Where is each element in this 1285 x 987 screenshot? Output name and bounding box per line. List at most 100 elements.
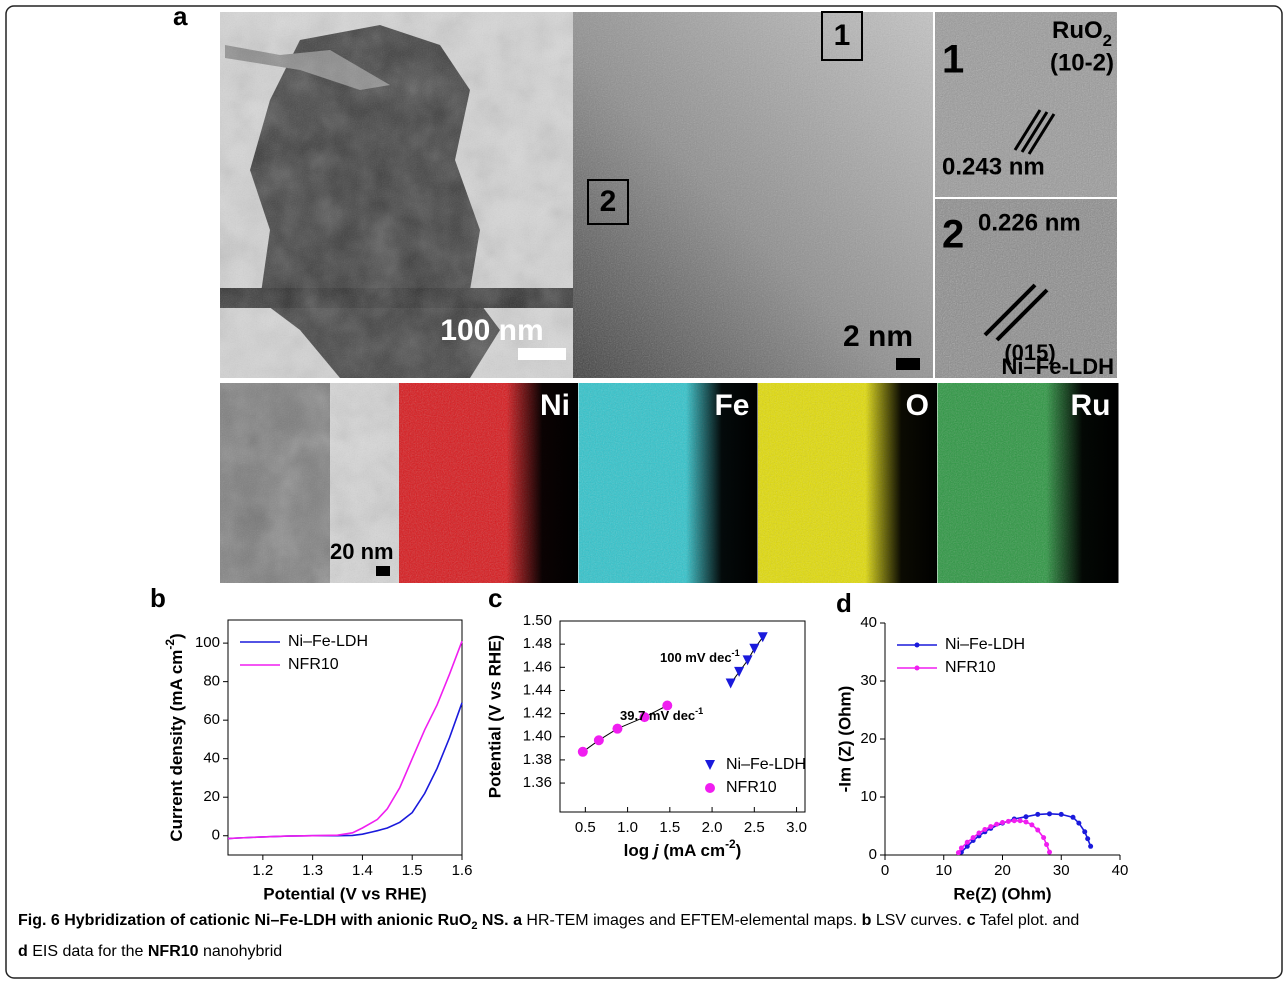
legend-label: NFR10 [726, 779, 777, 796]
series-line [227, 640, 463, 840]
x-tick-label: 40 [1112, 862, 1129, 879]
plot-frame [227, 619, 463, 856]
text-part: 100 mV dec [660, 650, 732, 665]
text-part: ) [167, 633, 186, 639]
panel-letter: c [488, 583, 502, 613]
marker [914, 642, 920, 648]
marker [662, 700, 673, 711]
caption-line: d EIS data for the NFR10 nanohybrid [18, 939, 1268, 964]
x-tick-label: 0 [881, 862, 889, 879]
tem-image [220, 12, 573, 378]
y-axis-title: -Im (Z) (Ohm) [835, 686, 854, 793]
y-tick-label: 20 [203, 788, 220, 805]
region-label: 2 [600, 185, 617, 218]
text-part: j [652, 841, 660, 860]
y-tick-label: 0 [869, 846, 877, 863]
map-edge [578, 383, 758, 583]
caption-text: d [18, 943, 28, 961]
elemental-maps: Ni Fe O Ru [399, 383, 1119, 583]
x-tick-label: 3.0 [786, 819, 807, 836]
x-tick-label: 1.5 [659, 819, 680, 836]
legend-label: NFR10 [288, 656, 339, 673]
element-label: Fe [714, 389, 749, 422]
y-tick-label: 10 [860, 788, 877, 805]
x-tick-label: 1.2 [252, 862, 273, 879]
marker [734, 666, 745, 677]
y-tick-label: 0 [212, 827, 220, 844]
marker [964, 843, 970, 849]
y-tick-label: 60 [203, 711, 220, 728]
y-tick-label: 20 [860, 730, 877, 747]
inset-label: 2 [942, 213, 964, 257]
y-tick-label: 80 [203, 673, 220, 690]
text-part: log [624, 841, 654, 860]
x-tick-label: 1.6 [452, 862, 473, 879]
text-part: (mA cm [659, 841, 725, 860]
inset-images [935, 12, 1117, 378]
spacing-label: 0.243 nm [942, 153, 1045, 180]
legend-label: Ni–Fe-LDH [726, 756, 806, 773]
panel-letter: d [836, 588, 852, 618]
x-tick-label: 1.5 [402, 862, 423, 879]
marker [1070, 814, 1076, 820]
y-tick-label: 40 [860, 614, 877, 631]
text-part: RuO [1052, 17, 1103, 44]
scale-label: 2 nm [843, 320, 913, 353]
caption-text: a [513, 912, 522, 929]
y-tick-label: 40 [203, 750, 220, 767]
x-tick-label: 20 [994, 862, 1011, 879]
marker [1000, 820, 1005, 826]
hrtem-image [573, 11, 933, 378]
marker [1076, 820, 1082, 826]
text-part: -2 [725, 837, 736, 851]
marker [577, 746, 588, 757]
caption-line: Fig. 6 Hybridization of cationic Ni–Fe-L… [18, 908, 1268, 939]
x-tick-label: 30 [1053, 862, 1070, 879]
marker [1088, 843, 1094, 849]
panel-letter: b [150, 583, 166, 613]
annotation: 39.7 mV dec-1 [620, 706, 703, 723]
marker [914, 665, 920, 671]
figure-caption: Fig. 6 Hybridization of cationic Ni–Fe-L… [18, 908, 1268, 964]
marker [1017, 818, 1023, 824]
marker [1044, 842, 1050, 848]
map-edge [758, 383, 937, 583]
x-tick-label: 2.0 [702, 819, 723, 836]
plane-label: (015) [1004, 340, 1055, 365]
marker [725, 678, 736, 689]
y-axis-title: Current density (mA cm-2) [163, 633, 186, 841]
marker [705, 783, 715, 793]
element-label: Ni [540, 389, 570, 422]
map-row [220, 383, 399, 583]
x-tick-label: 1.3 [302, 862, 323, 879]
marker [1023, 819, 1029, 825]
y-tick-label: 100 [195, 634, 220, 651]
text-part: -2 [163, 639, 177, 650]
marker [1058, 811, 1064, 817]
legend-label: NFR10 [945, 659, 996, 676]
scale-label: 100 nm [440, 314, 543, 347]
scale-label: 20 nm [330, 539, 394, 564]
marker [1047, 849, 1052, 855]
x-tick-label: 2.5 [744, 819, 765, 836]
marker [994, 821, 1000, 827]
y-tick-label: 1.36 [523, 774, 552, 791]
marker [970, 835, 976, 841]
y-tick-label: 30 [860, 672, 877, 689]
annotation: 100 mV dec-1 [660, 648, 740, 665]
legend-label: Ni–Fe-LDH [288, 633, 368, 650]
caption-text: nanohybrid [198, 943, 283, 961]
caption-text: NS. [477, 912, 509, 929]
region-label: 1 [834, 19, 851, 52]
text-part: ) [736, 841, 742, 860]
y-tick-label: 1.50 [523, 612, 552, 629]
plane-label: (10-2) [1050, 49, 1114, 76]
x-tick-label: 1.4 [352, 862, 373, 879]
marker [988, 824, 994, 830]
x-axis-title: Potential (V vs RHE) [263, 884, 426, 903]
phase-label: Ni–Fe-LDH [1002, 354, 1114, 379]
chart: d 0 10 20 30 40 0 10 20 30 40 Re(Z) (Ohm) -Im (Z) (O… [835, 588, 1128, 904]
y-tick-label: 1.38 [523, 751, 552, 768]
